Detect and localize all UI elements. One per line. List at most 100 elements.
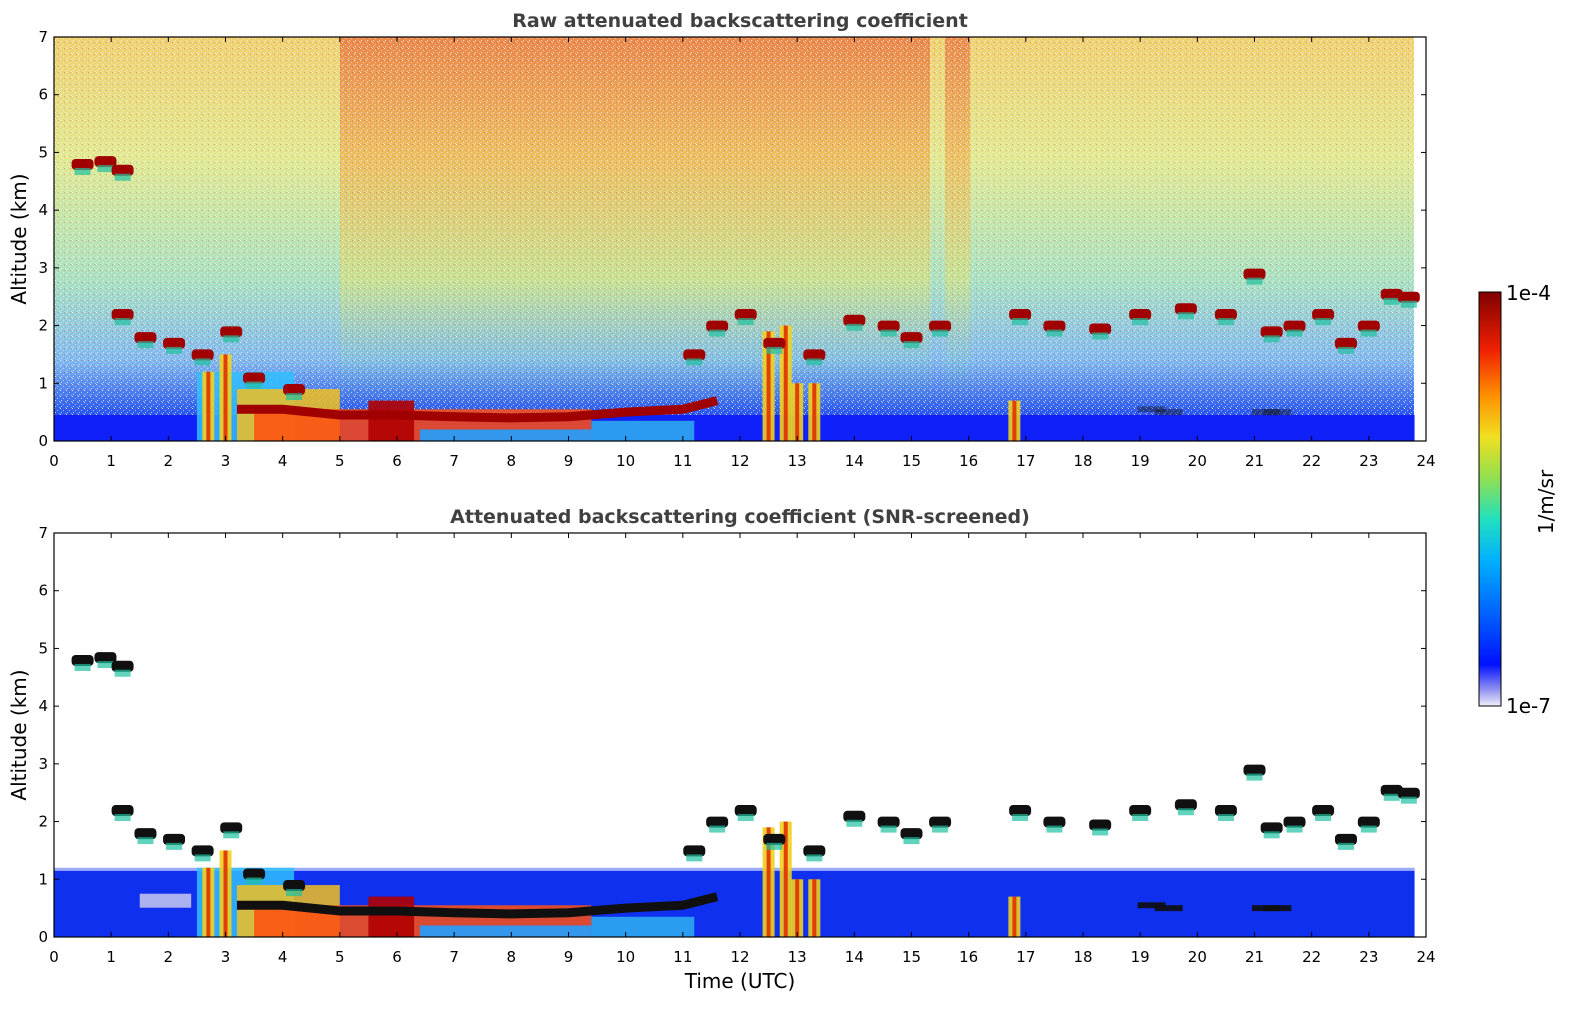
x-tick-label: 2 xyxy=(164,452,174,470)
cloud-column-core xyxy=(206,867,211,937)
cloud-segment xyxy=(706,816,729,828)
cloud-segment-fringe xyxy=(1383,297,1400,305)
cloud-segment-fringe xyxy=(1360,329,1377,337)
cloud-segment-fringe xyxy=(1046,329,1063,337)
cloud-segment xyxy=(1243,268,1266,280)
aerosol-layer xyxy=(419,925,592,937)
cloud-segment xyxy=(111,309,134,321)
cloud-segment-fringe xyxy=(114,669,131,677)
cloud-segment xyxy=(1380,784,1403,796)
y-tick-label: 6 xyxy=(38,582,48,600)
x-tick-label: 0 xyxy=(49,948,59,966)
y-tick-label: 1 xyxy=(38,870,48,888)
cloud-segment xyxy=(803,349,826,361)
x-tick-label: 5 xyxy=(335,452,345,470)
x-tick-label: 9 xyxy=(564,452,574,470)
cloud-segment-fringe xyxy=(1400,796,1417,804)
low-level-feature xyxy=(1263,905,1292,912)
cloud-segment-fringe xyxy=(1337,346,1354,354)
x-tick-label: 5 xyxy=(335,948,345,966)
cloud-segment xyxy=(1089,819,1112,831)
cloud-column-core xyxy=(766,331,771,441)
cloud-segment-fringe xyxy=(246,877,263,885)
cloud-segment-fringe xyxy=(114,318,131,326)
colorbar-gradient xyxy=(1478,291,1502,707)
cloud-segment xyxy=(1334,337,1357,349)
cloud-segment xyxy=(163,833,186,845)
y-tick-label: 4 xyxy=(38,697,48,715)
cloud-column-core xyxy=(766,827,771,937)
x-tick-label: 16 xyxy=(959,948,978,966)
axis-ticks: 0 1 2 3 4 5 6 7 8 9 10 11 12 13 14 15 16 17 18 19 20 21 22 23 24… xyxy=(38,28,1435,470)
cloud-segment xyxy=(683,349,706,361)
cloud-segment-fringe xyxy=(903,341,920,349)
y-tick-label: 3 xyxy=(38,755,48,773)
cloud-segment xyxy=(1129,805,1152,817)
cloud-segment-fringe xyxy=(1286,329,1303,337)
raw-data-field xyxy=(54,37,1420,441)
screening-edge xyxy=(54,864,1415,871)
cloud-segment xyxy=(243,372,266,384)
x-tick-label: 11 xyxy=(673,452,692,470)
x-tick-label: 14 xyxy=(845,948,864,966)
colorbar-min-label: 1e-7 xyxy=(1506,694,1551,718)
cloud-segment-fringe xyxy=(1132,814,1149,822)
low-level-feature xyxy=(1251,409,1280,416)
cloud-segment-fringe xyxy=(194,854,211,862)
x-tick-label: 1 xyxy=(106,948,116,966)
cloud-segment-fringe xyxy=(74,167,91,175)
cloud-segment-fringe xyxy=(137,341,154,349)
cloud-segment xyxy=(71,158,94,170)
aerosol-layer xyxy=(591,420,695,441)
cloud-segment xyxy=(191,349,214,361)
cloud-column-core xyxy=(223,354,228,441)
cloud-segment xyxy=(734,309,757,321)
colorbar: 1e-4 1e-7 1/m/sr xyxy=(1478,281,1558,718)
cloud-segment xyxy=(734,805,757,817)
cloud-column-core xyxy=(812,879,817,937)
cloud-segment xyxy=(134,828,157,840)
x-tick-label: 14 xyxy=(845,452,864,470)
cloud-segment-fringe xyxy=(137,837,154,845)
cloud-segment xyxy=(1129,309,1152,321)
cloud-segment xyxy=(1380,288,1403,300)
cloud-segment xyxy=(843,314,866,326)
low-level-feature xyxy=(1263,409,1292,416)
cloud-segment-fringe xyxy=(1012,814,1029,822)
x-tick-label: 12 xyxy=(730,452,749,470)
cloud-segment-fringe xyxy=(806,854,823,862)
x-tick-label: 15 xyxy=(902,948,921,966)
cloud-segment xyxy=(1009,805,1032,817)
x-tick-label: 4 xyxy=(278,452,288,470)
cloud-segment xyxy=(1334,833,1357,845)
cloud-segment xyxy=(877,320,900,332)
cloud-segment-fringe xyxy=(1217,814,1234,822)
x-tick-label: 22 xyxy=(1302,948,1321,966)
cloud-column-core xyxy=(783,821,788,937)
cloud-segment-fringe xyxy=(97,661,114,669)
cloud-segment-fringe xyxy=(166,346,183,354)
cloud-segment-fringe xyxy=(1177,312,1194,320)
cloud-segment xyxy=(706,320,729,332)
x-tick-label: 16 xyxy=(959,452,978,470)
snr-screened-panel: Attenuated backscattering coefficient (S… xyxy=(7,506,1436,993)
x-tick-label: 20 xyxy=(1188,452,1207,470)
cloud-segment-fringe xyxy=(737,814,754,822)
cloud-segment-fringe xyxy=(880,825,897,833)
cloud-segment-fringe xyxy=(1286,825,1303,833)
y-tick-label: 5 xyxy=(38,143,48,161)
cloud-column-core xyxy=(783,325,788,441)
cloud-segment xyxy=(1174,303,1197,315)
cloud-segment-fringe xyxy=(1132,318,1149,326)
cloud-segment-fringe xyxy=(286,889,303,897)
cloud-segment-fringe xyxy=(903,837,920,845)
y-tick-label: 7 xyxy=(38,28,48,46)
cloud-segment xyxy=(220,822,243,834)
cloud-segment-fringe xyxy=(1217,318,1234,326)
cloud-segment xyxy=(683,845,706,857)
cloud-segment-fringe xyxy=(1263,831,1280,839)
cloud-column-core xyxy=(1012,400,1017,441)
x-tick-label: 2 xyxy=(164,948,174,966)
y-tick-label: 2 xyxy=(38,317,48,335)
